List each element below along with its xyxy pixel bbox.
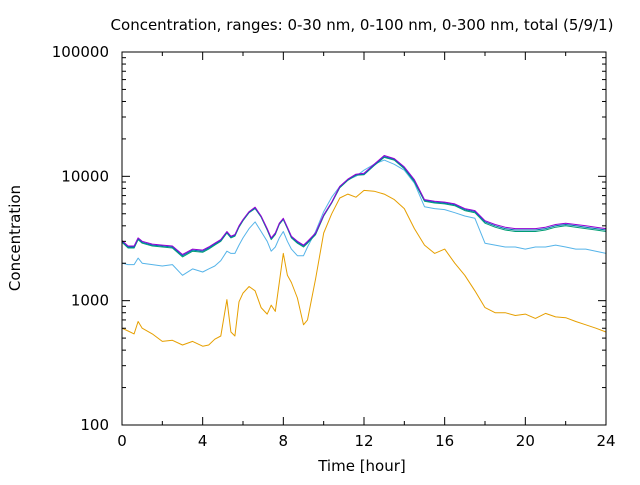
x-tick-label: 0 bbox=[117, 432, 127, 450]
series-line-1 bbox=[121, 189, 607, 347]
series-line-3 bbox=[121, 156, 607, 258]
series-line-4 bbox=[121, 156, 607, 257]
x-tick-label: 24 bbox=[596, 432, 615, 450]
series-layer bbox=[121, 155, 607, 347]
x-tick-label: 16 bbox=[435, 432, 454, 450]
tick-layer: 0 4 8 12 16 20 24 100 1000 10000 100000 bbox=[52, 43, 616, 450]
y-tick-label: 100 bbox=[80, 416, 109, 434]
x-tick-label: 4 bbox=[198, 432, 208, 450]
y-axis-label: Concentration bbox=[6, 185, 24, 291]
series-line-5 bbox=[121, 155, 607, 255]
x-tick-label: 8 bbox=[279, 432, 289, 450]
x-tick-label: 12 bbox=[354, 432, 373, 450]
chart-title: Concentration, ranges: 0-30 nm, 0-100 nm… bbox=[111, 16, 614, 34]
x-axis-label: Time [hour] bbox=[317, 457, 406, 475]
x-tick-label: 20 bbox=[516, 432, 535, 450]
y-tick-label: 1000 bbox=[71, 292, 109, 310]
y-tick-label: 10000 bbox=[61, 167, 109, 185]
plot-frame bbox=[121, 51, 607, 426]
y-tick-label: 100000 bbox=[52, 43, 109, 61]
series-line-2 bbox=[121, 159, 607, 276]
